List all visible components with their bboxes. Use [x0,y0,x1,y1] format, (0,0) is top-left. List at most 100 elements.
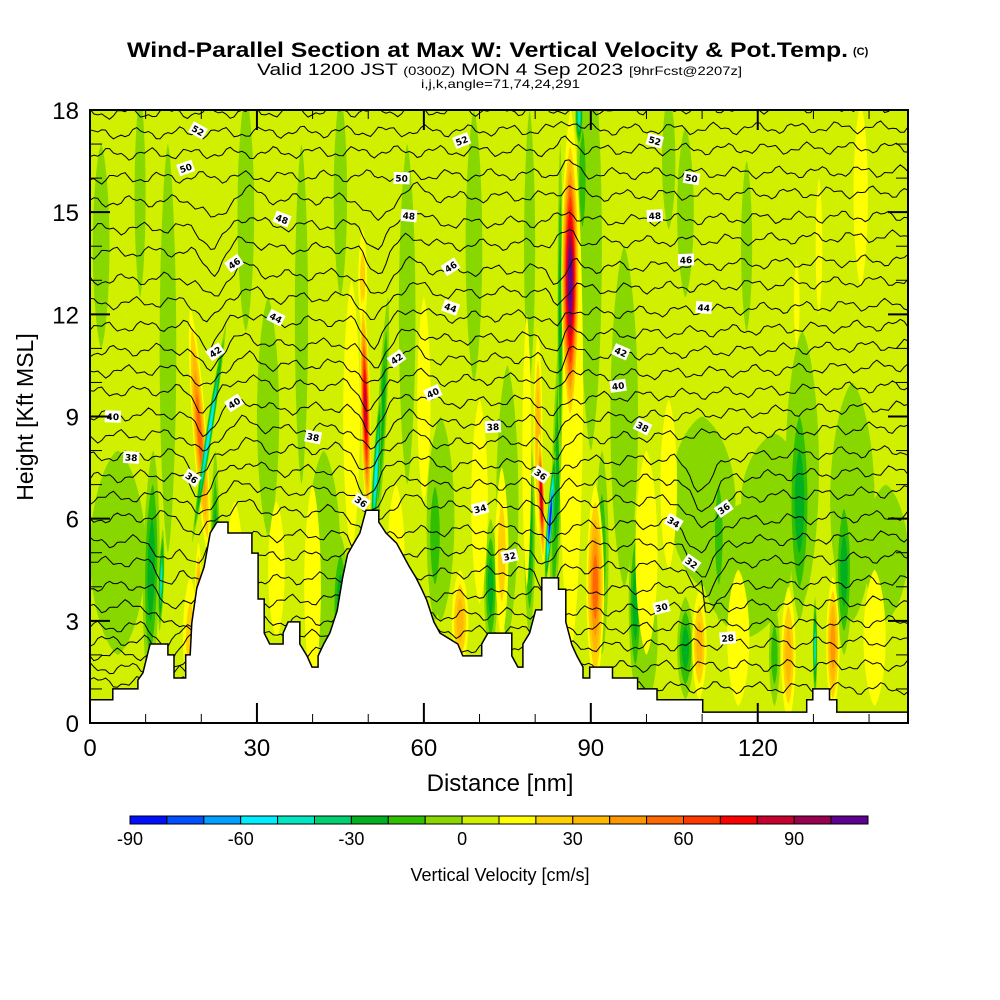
theta-contour-45 [90,275,908,323]
vv-band [814,631,816,665]
colorbar-tick-label: 90 [784,829,804,849]
vv-band [794,450,805,554]
theta-label-background [609,378,627,393]
theta-label-text: 38 [125,454,138,465]
vv-feature [544,450,556,587]
vv-band [727,569,750,706]
theta-label: 40 [104,410,121,423]
vv-feature [256,297,280,536]
vv-band [256,297,280,536]
section-parameters: i,j,k,angle=71,74,24,291 [421,77,580,91]
theta-label-background [500,548,519,564]
theta-label-background [484,420,502,434]
colorbar-swatch [424,815,463,825]
vv-feature [522,314,532,587]
chart-header: Wind-Parallel Section at Max W: Vertical… [127,39,869,91]
valid-time-local: Valid 1200 JST [257,60,397,79]
vv-feature [333,110,348,298]
vv-feature [471,399,488,604]
vv-feature [853,110,868,288]
valid-date: MON 4 Sep 2023 [461,60,623,79]
theta-label-background [646,209,664,222]
vv-band [548,502,552,536]
vv-feature [781,586,796,723]
vv-feature [158,528,165,631]
y-tick-label: 12 [52,302,79,329]
theta-contour-52 [90,120,908,140]
y-tick-label: 18 [52,98,79,125]
theta-contour-38 [90,421,908,475]
vv-feature [561,133,580,427]
x-tick-label: 30 [244,735,271,762]
colorbar-tick-label: -60 [228,829,254,849]
vv-feature [237,110,255,332]
vv-band [662,110,676,230]
x-axis-label: Distance [nm] [427,770,574,797]
theta-label: 48 [272,210,292,228]
colorbar-swatch [387,815,426,825]
colorbar-tick-label: 60 [673,829,693,849]
theta-label-background [400,208,418,223]
colorbar-swatch [129,815,168,825]
theta-label-background [181,468,202,488]
theta-label: 46 [677,253,695,267]
theta-label: 28 [719,631,737,645]
theta-label: 48 [400,208,418,223]
colorbar-swatch [498,815,537,825]
vv-band [237,110,255,332]
vv-band [160,563,163,597]
vv-feature [484,518,498,655]
theta-contour-50 [90,159,908,185]
theta-label-text: 46 [680,256,693,267]
theta-label: 48 [646,209,664,222]
theta-label-text: 52 [647,136,662,149]
theta-label-background [652,599,671,616]
vv-band [540,481,543,515]
chart-subtitle: Valid 1200 JST (0300Z) MON 4 Sep 2023 [9… [257,60,742,79]
theta-label-text: 30 [655,602,670,615]
theta-label: 42 [611,343,631,361]
theta-contour-35 [90,485,908,536]
theta-label-background [423,383,443,402]
x-tick-label: 0 [83,735,96,762]
vv-band [398,144,416,485]
vv-feature [635,450,658,655]
vv-band [830,620,836,670]
colorbar-swatch [350,815,389,825]
theta-label-text: 42 [613,346,629,360]
vv-band [471,399,488,604]
vv-band [268,501,285,638]
theta-label-background [224,253,245,273]
y-tick-label: 9 [66,405,79,432]
theta-contour-36 [90,465,908,515]
theta-label-text: 32 [503,551,517,563]
theta-label-background [104,410,121,423]
theta-label: 38 [304,429,323,444]
vv-band [696,621,703,669]
theta-label-background [452,132,472,150]
vv-band [134,110,146,298]
vv-feature [192,324,226,543]
colorbar-swatch [277,815,316,825]
colorbar-tick-label: -90 [117,829,143,849]
theta-label-background [632,417,653,436]
vv-feature [426,450,444,621]
theta-contour-49 [90,181,908,221]
theta-label-background [719,631,737,645]
colorbar-swatch [535,815,574,825]
theta-label-text: 50 [179,163,194,177]
theta-contour-41 [90,359,908,414]
theta-contour-46 [90,254,908,297]
colorbar-swatch [166,815,205,825]
theta-label-text: 40 [426,387,442,401]
theta-label-text: 40 [106,413,119,423]
vv-band [487,557,494,617]
theta-contour-43 [90,318,908,372]
vv-band [333,110,348,298]
theta-label: 50 [176,159,196,177]
theta-label: 52 [645,132,665,149]
theta-label: 34 [470,500,490,516]
vv-band [577,110,581,127]
colorbar-swatch [240,815,279,825]
theta-label-background [224,393,245,413]
